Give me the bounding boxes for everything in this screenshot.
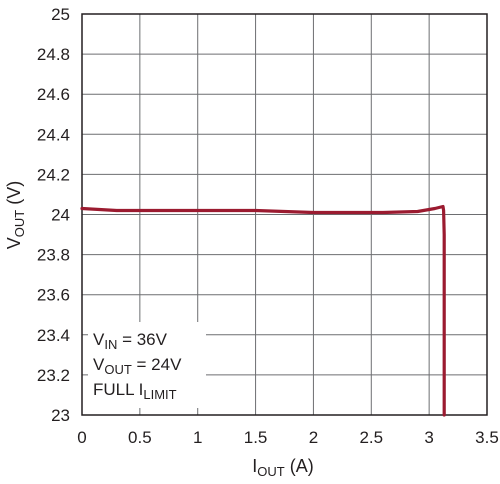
plot-frame <box>81 13 488 416</box>
x-axis-title: IOUT (A) <box>252 456 313 479</box>
x-tick-label: 3 <box>424 428 433 447</box>
annotation-vout: VOUT = 24V <box>93 355 182 377</box>
x-axis-title-sub: OUT <box>257 464 285 479</box>
annotation-vout-main: V <box>93 355 105 374</box>
y-tick-label: 25 <box>51 5 70 24</box>
x-tick-label: 1 <box>193 428 202 447</box>
y-tick-label: 24 <box>51 206 70 225</box>
annotation-vout-rest: = 24V <box>132 355 182 374</box>
y-axis-title-main: V <box>4 237 24 249</box>
y-axis-title: VOUT (V) <box>4 181 27 249</box>
annotation-box: VIN = 36V VOUT = 24V FULL ILIMIT <box>88 322 206 408</box>
y-tick-label: 23 <box>51 406 70 425</box>
annotation-vin: VIN = 36V <box>93 330 168 352</box>
x-tick-label: 0 <box>77 428 86 447</box>
y-tick-label: 23.2 <box>37 366 70 385</box>
y-axis-title-sub: OUT <box>12 210 27 238</box>
annotation-vout-sub: OUT <box>104 362 132 377</box>
grid <box>82 14 487 415</box>
series-line-vout <box>80 204 446 417</box>
annotation-ilimit-sub: LIMIT <box>143 387 176 402</box>
annotation-vin-main: V <box>93 330 105 349</box>
y-tick-label: 23.8 <box>37 246 70 265</box>
y-axis-title-unit: (V) <box>4 181 24 210</box>
y-tick-label: 24.6 <box>37 85 70 104</box>
y-tick-label: 23.6 <box>37 286 70 305</box>
y-tick-labels: 23 23.2 23.4 23.6 23.8 24 24.2 24.4 24.6 24.8 25 <box>37 5 70 425</box>
x-axis-title-main: I <box>252 456 257 476</box>
y-tick-label: 24.2 <box>37 165 70 184</box>
x-tick-label: 2.5 <box>359 428 383 447</box>
y-tick-label: 24.4 <box>37 125 70 144</box>
annotation-ilimit-main: FULL I <box>93 380 143 399</box>
annotation-vin-sub: IN <box>104 337 117 352</box>
x-tick-label: 0.5 <box>128 428 152 447</box>
x-tick-label: 3.5 <box>475 428 499 447</box>
annotation-vin-rest: = 36V <box>117 330 167 349</box>
x-tick-labels: 0 0.5 1 1.5 2 2.5 3 3.5 <box>77 428 499 447</box>
annotation-ilimit: FULL ILIMIT <box>93 380 177 402</box>
x-tick-label: 2 <box>309 428 318 447</box>
y-tick-label: 23.4 <box>37 326 70 345</box>
x-tick-label: 1.5 <box>244 428 268 447</box>
y-tick-label: 24.8 <box>37 45 70 64</box>
x-axis-title-unit: (A) <box>285 456 314 476</box>
